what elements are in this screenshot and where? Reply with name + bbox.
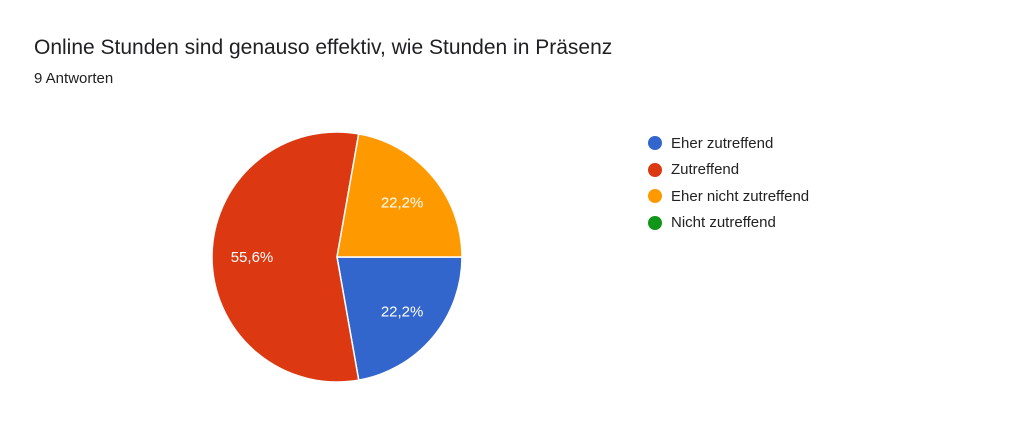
- legend-item[interactable]: Nicht zutreffend: [648, 210, 809, 237]
- legend-item[interactable]: Eher zutreffend: [648, 130, 809, 157]
- chart-title: Online Stunden sind genauso effektiv, wi…: [34, 36, 613, 59]
- legend-color-dot: [648, 162, 662, 177]
- pie-slice-1[interactable]: [211, 131, 360, 383]
- slice-label: 22,2%: [381, 304, 424, 321]
- legend-item[interactable]: Zutreffend: [648, 157, 809, 184]
- legend-label: Nicht zutreffend: [671, 214, 776, 232]
- legend-color-dot: [648, 215, 662, 230]
- legend-item[interactable]: Eher nicht zutreffend: [648, 183, 809, 210]
- slice-label: 22,2%: [381, 194, 424, 211]
- pie-slice-0[interactable]: [336, 256, 463, 381]
- legend: Eher zutreffend Zutreffend Eher nicht zutr…: [648, 130, 809, 236]
- response-count: 9 Antworten: [34, 70, 114, 87]
- legend-label: Eher nicht zutreffend: [671, 187, 810, 205]
- legend-color-dot: [648, 136, 662, 151]
- legend-color-dot: [648, 189, 662, 204]
- slice-label: 55,6%: [231, 249, 274, 266]
- pie-slice-2[interactable]: [336, 133, 463, 258]
- legend-label: Eher zutreffend: [671, 134, 774, 152]
- legend-label: Zutreffend: [671, 161, 740, 179]
